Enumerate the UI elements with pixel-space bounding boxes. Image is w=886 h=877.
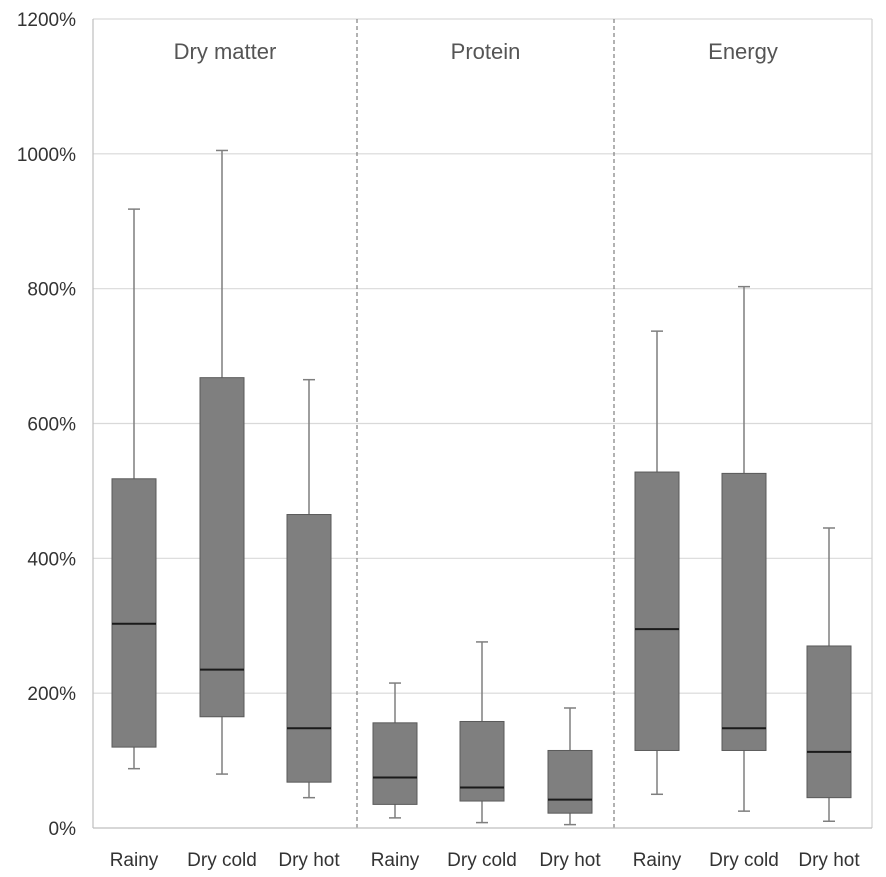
y-tick-label: 1200%: [17, 10, 76, 31]
x-category-label: Dry hot: [278, 850, 340, 871]
box-group: [806, 527, 852, 823]
iqr-box: [634, 471, 680, 751]
y-tick-label: 600%: [27, 415, 76, 436]
iqr-box: [806, 645, 852, 799]
x-category-label: Dry cold: [709, 850, 779, 871]
box-group: [547, 707, 593, 826]
box-group: [372, 682, 418, 819]
iqr-box: [199, 377, 245, 718]
y-tick-label: 1000%: [17, 145, 76, 166]
x-category-label: Rainy: [371, 850, 420, 871]
x-category-label: Rainy: [110, 850, 159, 871]
iqr-box: [721, 472, 767, 751]
box-series: [111, 149, 852, 826]
box-group: [286, 378, 332, 799]
x-category-label: Dry hot: [539, 850, 601, 871]
iqr-box: [547, 749, 593, 814]
x-category-label: Dry cold: [447, 850, 517, 871]
x-category-label: Dry cold: [187, 850, 257, 871]
panel-title: Protein: [451, 39, 521, 64]
y-axis-tick-labels: 0% 200% 400% 600% 800% 1000% 1200%: [17, 10, 76, 840]
box-group: [199, 149, 245, 775]
box-group: [721, 285, 767, 812]
box-group: [111, 208, 157, 770]
iqr-box: [111, 478, 157, 748]
box-group: [459, 641, 505, 824]
x-category-label: Rainy: [633, 850, 682, 871]
panel-separators: [356, 19, 615, 828]
plot-frame: [92, 19, 873, 829]
y-tick-label: 800%: [27, 280, 76, 301]
iqr-box: [372, 722, 418, 805]
y-tick-label: 0%: [49, 819, 77, 840]
panel-title: Energy: [708, 39, 778, 64]
iqr-box: [286, 514, 332, 783]
panel-titles: Dry matter Protein Energy: [174, 39, 778, 64]
y-tick-label: 400%: [27, 549, 76, 570]
box-group: [634, 330, 680, 796]
iqr-box: [459, 720, 505, 802]
y-tick-label: 200%: [27, 684, 76, 705]
x-axis-category-labels: Rainy Dry cold Dry hot Rainy Dry cold Dry hot…: [110, 850, 861, 871]
x-category-label: Dry hot: [798, 850, 860, 871]
panel-title: Dry matter: [174, 39, 277, 64]
